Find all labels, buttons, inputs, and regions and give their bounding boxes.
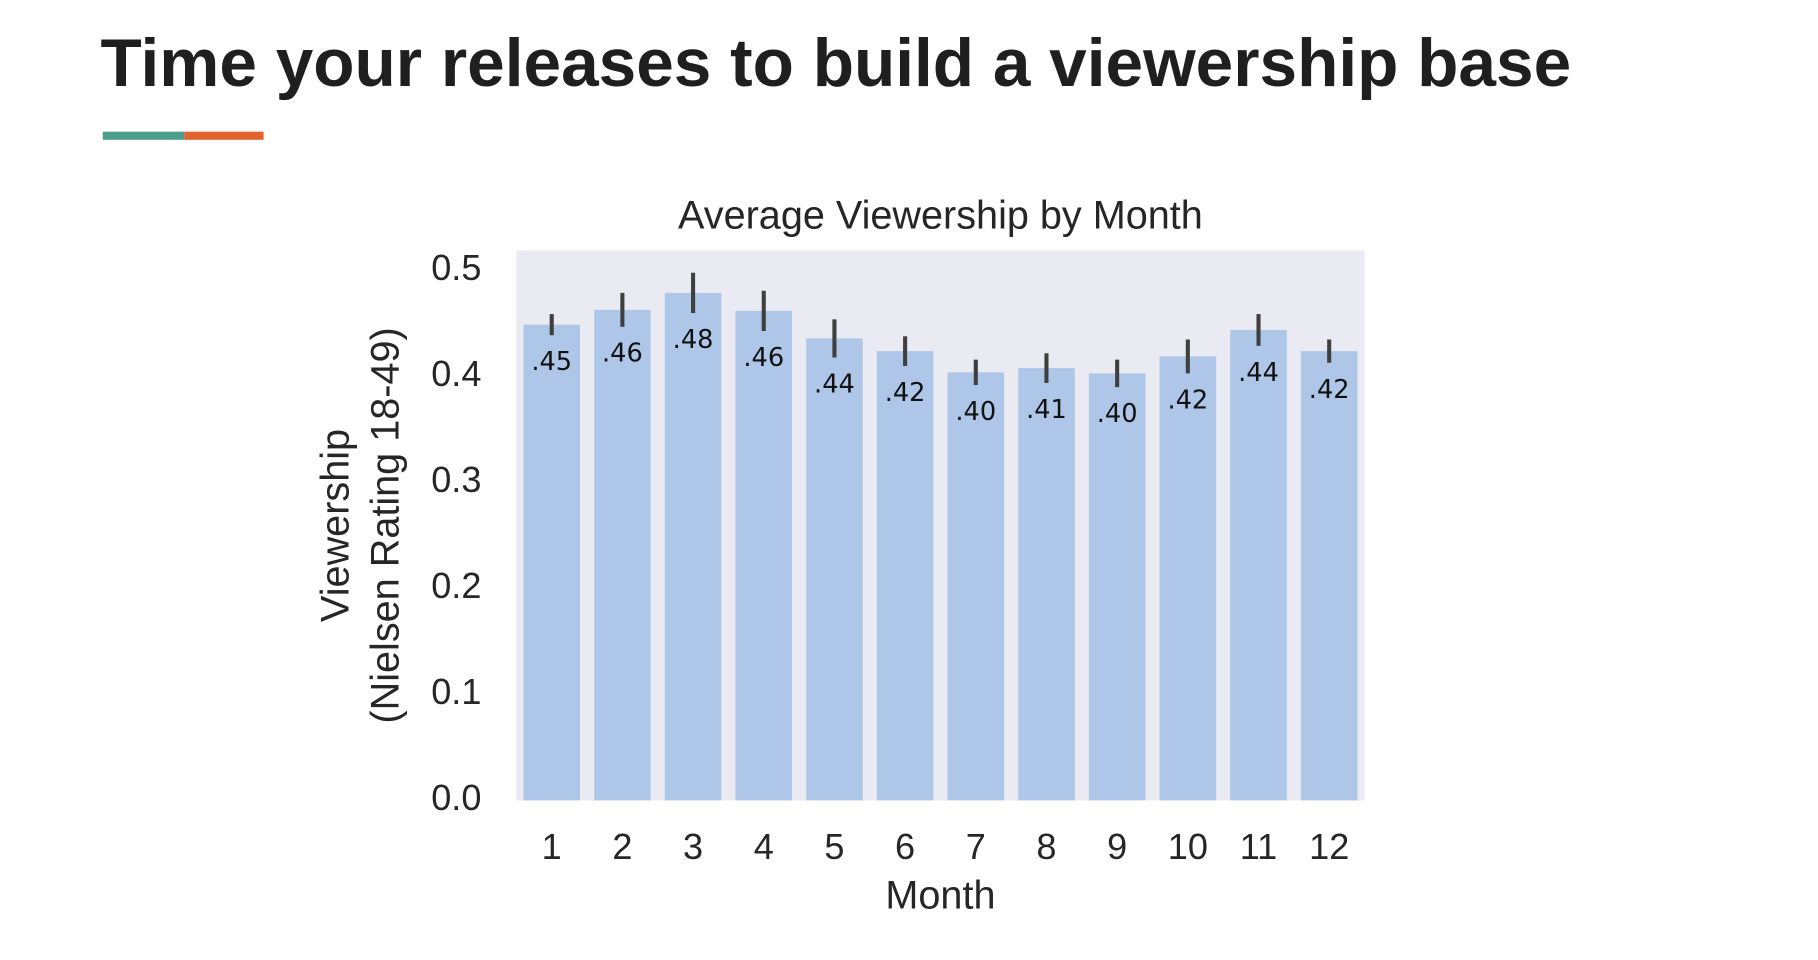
value-label: .42 <box>885 378 926 408</box>
x-tick-label: 3 <box>683 826 703 867</box>
value-label: .46 <box>743 343 784 373</box>
y-tick-label: 0.1 <box>431 671 481 712</box>
x-tick-label: 6 <box>895 826 915 867</box>
bar <box>1230 329 1287 801</box>
bar <box>947 372 1005 801</box>
bar <box>664 292 722 801</box>
x-tick-label: 9 <box>1107 826 1127 867</box>
x-tick-label: 7 <box>966 826 986 867</box>
y-tick-label: 0.5 <box>431 247 481 288</box>
plot-background <box>516 250 1365 801</box>
y-axis-label: (Nielsen Rating 18-49) <box>364 327 408 723</box>
bar <box>735 310 793 801</box>
bar <box>523 324 580 801</box>
title-accent-teal <box>102 131 185 140</box>
value-label: .40 <box>1097 399 1138 429</box>
value-label: .46 <box>602 339 643 369</box>
x-tick-label: 2 <box>612 826 632 867</box>
bar <box>806 338 863 801</box>
y-tick-label: 0.2 <box>431 565 481 606</box>
x-tick-label: 4 <box>754 826 774 867</box>
value-label: .45 <box>531 347 572 377</box>
x-tick-label: 12 <box>1309 826 1349 867</box>
bar <box>1018 368 1075 801</box>
value-label: .42 <box>1167 385 1208 415</box>
x-axis-label: Month <box>885 874 995 918</box>
page-title: Time your releases to build a viewership… <box>100 26 1571 101</box>
y-axis-label: Viewership <box>314 429 358 622</box>
y-tick-label: 0.4 <box>431 353 481 394</box>
value-label: .40 <box>955 397 996 427</box>
bar <box>1159 356 1217 801</box>
bar <box>594 309 651 801</box>
value-label: .44 <box>1238 358 1279 388</box>
value-label: .41 <box>1026 395 1067 425</box>
x-tick-label: 1 <box>542 826 562 867</box>
x-tick-label: 10 <box>1168 826 1208 867</box>
value-label: .42 <box>1309 375 1350 405</box>
value-label: .48 <box>673 325 714 355</box>
title-accent-orange <box>184 131 264 140</box>
x-tick-label: 5 <box>824 826 844 867</box>
x-tick-label: 8 <box>1036 826 1056 867</box>
y-tick-label: 0.3 <box>431 459 481 500</box>
value-label: .44 <box>814 369 855 399</box>
bar <box>1300 351 1358 801</box>
chart-title: Average Viewership by Month <box>678 193 1203 237</box>
bar <box>876 351 934 801</box>
y-tick-label: 0.0 <box>431 777 481 818</box>
x-tick-label: 11 <box>1240 826 1278 867</box>
bar <box>1088 373 1146 801</box>
